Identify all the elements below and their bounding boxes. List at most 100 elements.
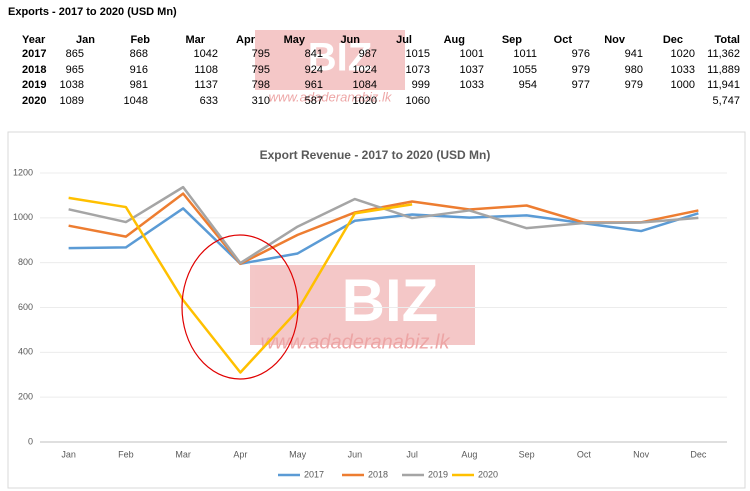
watermark-url: www.adaderanabiz.lk [261, 331, 451, 353]
chart-title: Export Revenue - 2017 to 2020 (USD Mn) [260, 148, 491, 162]
table-cell: 1038 [60, 79, 84, 91]
table-header: Sep [502, 34, 522, 46]
x-tick-label: Sep [519, 449, 535, 459]
table-cell: 1024 [353, 64, 377, 76]
y-tick-label: 800 [18, 257, 33, 267]
y-tick-label: 400 [18, 347, 33, 357]
row-label: 2020 [22, 95, 46, 107]
highlight-ellipse [181, 234, 299, 380]
table-cell: 868 [130, 48, 148, 60]
legend-label: 2017 [304, 469, 324, 479]
table-cell: 977 [572, 79, 590, 91]
table-header: Nov [604, 34, 626, 46]
table-cell: 987 [359, 48, 377, 60]
watermark: BIZ www.adaderanabiz.lk BIZ www.adaderan… [250, 30, 475, 353]
table-cell: 979 [625, 79, 643, 91]
table-cell: 979 [572, 64, 590, 76]
row-label: 2018 [22, 64, 46, 76]
table-cell: 999 [412, 79, 430, 91]
watermark-box [255, 30, 405, 90]
watermark-logo: BIZ [308, 36, 372, 80]
table-cell: 11,889 [707, 64, 740, 76]
table-title: Exports - 2017 to 2020 (USD Mn) [8, 6, 177, 18]
table-header: Jul [396, 34, 412, 46]
legend-label: 2019 [428, 469, 448, 479]
table-cell: 916 [130, 64, 148, 76]
table-header: Total [715, 34, 740, 46]
table-cell: 1033 [671, 64, 695, 76]
watermark-url: www.adaderanabiz.lk [269, 89, 393, 104]
table-cell: 1048 [124, 95, 148, 107]
table-cell: 795 [252, 48, 270, 60]
table-cell: 954 [519, 79, 537, 91]
table-cell: 11,362 [707, 48, 740, 60]
table-cell: 980 [625, 64, 643, 76]
x-tick-label: Mar [175, 449, 191, 459]
table-cell: 976 [572, 48, 590, 60]
table-cell: 924 [305, 64, 323, 76]
row-label: 2017 [22, 48, 46, 60]
legend-label: 2018 [368, 469, 388, 479]
x-tick-label: Jul [406, 449, 418, 459]
table-cell: 5,747 [712, 95, 740, 107]
watermark-logo: BIZ [342, 267, 439, 334]
legend-label: 2020 [478, 469, 498, 479]
row-label: 2019 [22, 79, 46, 91]
x-tick-label: May [289, 449, 307, 459]
table-cell: 961 [305, 79, 323, 91]
table-header: Year [22, 34, 46, 46]
y-tick-label: 0 [28, 436, 33, 446]
table-cell: 1055 [513, 64, 537, 76]
y-tick-label: 1200 [13, 167, 33, 177]
table-header: Jun [340, 34, 360, 46]
table-cell: 795 [252, 64, 270, 76]
table-header: Feb [130, 34, 150, 46]
table-cell: 1033 [460, 79, 484, 91]
chart-frame [7, 131, 746, 489]
table-cell: 1060 [406, 95, 430, 107]
y-tick-label: 200 [18, 392, 33, 402]
table-header: Jan [76, 34, 95, 46]
x-tick-label: Jan [61, 449, 76, 459]
table-cell: 1042 [194, 48, 218, 60]
table-cell: 633 [200, 95, 218, 107]
table-header: Oct [554, 34, 573, 46]
table-cell: 1020 [353, 95, 377, 107]
table-cell: 841 [305, 48, 323, 60]
table-cell: 310 [252, 95, 270, 107]
series-line [68, 196, 413, 374]
table-cell: 1011 [513, 48, 537, 60]
table-header: Dec [663, 34, 683, 46]
table-cell: 865 [66, 48, 84, 60]
table-cell: 1037 [460, 64, 484, 76]
table-header: Aug [444, 34, 465, 46]
table-cell: 941 [625, 48, 643, 60]
table-cell: 965 [66, 64, 84, 76]
table-header: Apr [236, 34, 256, 46]
table-cell: 1015 [406, 48, 430, 60]
y-tick-label: 600 [18, 302, 33, 312]
y-tick-label: 1000 [13, 212, 33, 222]
table-cell: 1084 [353, 79, 377, 91]
table-cell: 11,941 [707, 79, 740, 91]
table-header: Mar [185, 34, 205, 46]
series-line [68, 207, 699, 266]
table-cell: 1137 [194, 79, 218, 91]
table-cell: 1020 [671, 48, 695, 60]
x-tick-label: Dec [690, 449, 707, 459]
table-header: May [284, 34, 306, 46]
x-tick-label: Jun [348, 449, 363, 459]
table-cell: 1089 [60, 95, 84, 107]
table-cell: 798 [252, 79, 270, 91]
table-cell: 1073 [406, 64, 430, 76]
x-tick-label: Nov [633, 449, 650, 459]
table-cell: 1001 [460, 48, 484, 60]
x-tick-label: Aug [461, 449, 477, 459]
x-tick-label: Feb [118, 449, 134, 459]
x-tick-label: Apr [233, 449, 247, 459]
x-tick-label: Oct [577, 449, 592, 459]
watermark-box [250, 265, 475, 345]
table-cell: 587 [305, 95, 323, 107]
